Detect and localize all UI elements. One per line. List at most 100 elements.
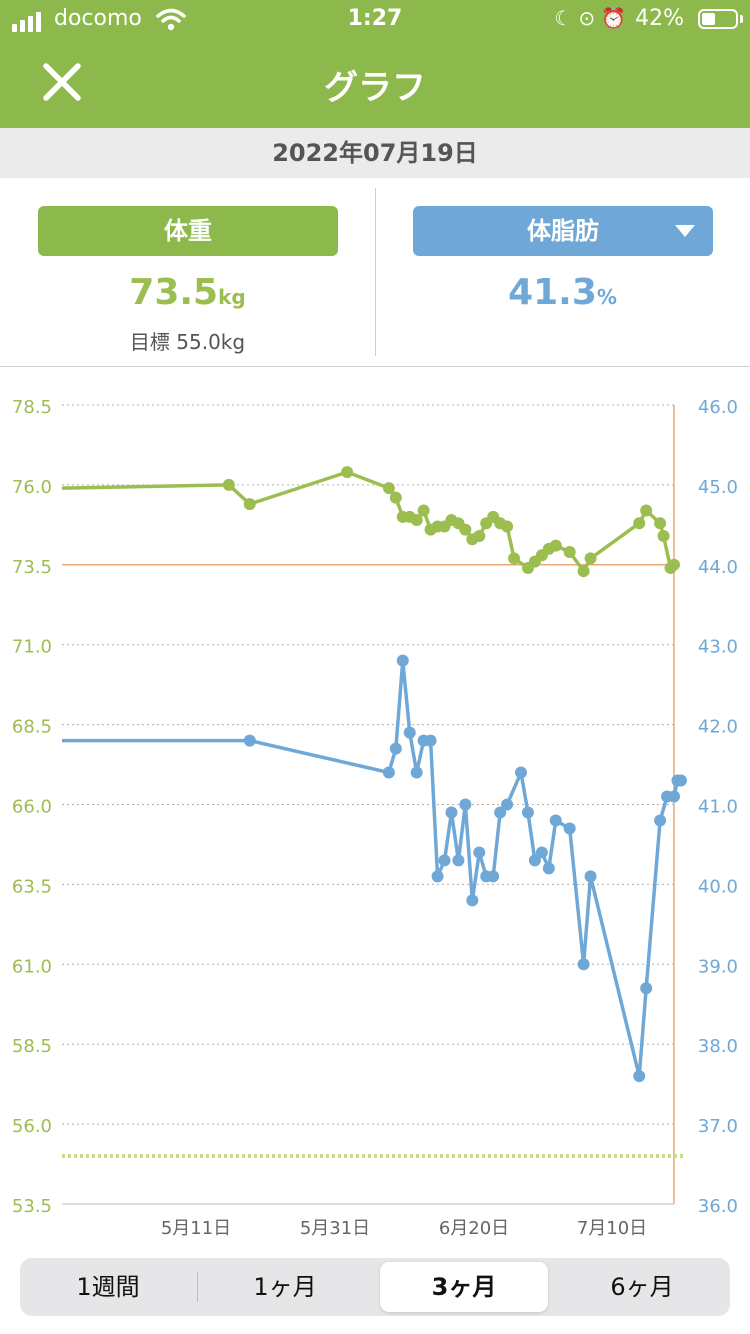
x-tick-label: 5月31日 bbox=[300, 1218, 370, 1239]
y-left-tick-label: 71.0 bbox=[12, 637, 52, 658]
weight-series-line bbox=[61, 470, 676, 573]
bodyfat-data-point bbox=[438, 854, 451, 867]
weight-data-point bbox=[584, 552, 597, 565]
status-icons: ☾⊙⏰ bbox=[554, 6, 632, 30]
y-right-tick-label: 39.0 bbox=[698, 956, 738, 977]
bodyfat-data-point bbox=[473, 846, 486, 859]
caret-down-icon bbox=[675, 225, 695, 237]
range-tab-1month[interactable]: 1ヶ月 bbox=[253, 1273, 317, 1301]
bodyfat-data-point bbox=[542, 862, 555, 875]
wifi-icon bbox=[156, 8, 186, 31]
weight-data-point bbox=[341, 466, 354, 479]
bodyfat-data-point bbox=[501, 798, 514, 811]
page-title: グラフ bbox=[324, 68, 426, 108]
y-left-tick-label: 53.5 bbox=[12, 1196, 52, 1217]
weight-data-point bbox=[243, 498, 256, 511]
weight-data-point bbox=[549, 539, 562, 552]
status-time: 1:27 bbox=[347, 6, 403, 31]
x-tick-label: 6月20日 bbox=[439, 1218, 509, 1239]
y-right-tick-label: 36.0 bbox=[698, 1196, 738, 1217]
close-icon[interactable] bbox=[40, 60, 84, 104]
weight-data-point bbox=[577, 565, 590, 578]
weight-data-point bbox=[459, 523, 472, 536]
bodyfat-data-point bbox=[494, 806, 507, 819]
bodyfat-data-point bbox=[243, 734, 256, 747]
bodyfat-data-point bbox=[389, 742, 402, 755]
bodyfat-data-point bbox=[466, 894, 479, 907]
y-left-tick-label: 58.5 bbox=[12, 1036, 52, 1057]
weight-data-point bbox=[473, 530, 486, 543]
moon-icon: ☾ bbox=[554, 6, 579, 30]
bodyfat-data-point bbox=[452, 854, 465, 867]
y-right-tick-label: 45.0 bbox=[698, 477, 738, 498]
selected-date: 2022年07月19日 bbox=[0, 128, 750, 178]
y-right-tick-label: 38.0 bbox=[698, 1036, 738, 1057]
segment-divider bbox=[197, 1272, 198, 1302]
bodyfat-series-line bbox=[62, 658, 681, 1078]
signal-icon bbox=[12, 12, 41, 32]
y-left-tick-label: 76.0 bbox=[12, 477, 52, 498]
battery-percent: 42% bbox=[635, 6, 684, 31]
bodyfat-data-point bbox=[410, 766, 423, 779]
bodyfat-data-point bbox=[515, 766, 527, 779]
weight-data-point bbox=[222, 478, 235, 491]
y-right-tick-label: 42.0 bbox=[698, 717, 738, 738]
weight-data-point bbox=[389, 491, 402, 504]
weight-bodyfat-chart: 78.5 46.0 76.0 45.0 73.5 44.0 71.0 43.0 68.5 42.0… bbox=[12, 397, 738, 1239]
y-right-tick-label: 41.0 bbox=[698, 797, 738, 818]
y-left-tick-label: 73.5 bbox=[12, 557, 52, 578]
weight-data-point bbox=[382, 482, 395, 495]
bodyfat-data-point bbox=[535, 846, 548, 859]
bodyfat-data-point bbox=[577, 958, 590, 971]
battery-icon bbox=[698, 9, 738, 29]
y-right-tick-label: 43.0 bbox=[698, 637, 738, 658]
bodyfat-label: 体脂肪 bbox=[527, 217, 599, 245]
x-tick-label: 7月10日 bbox=[577, 1218, 647, 1239]
weight-data-point bbox=[654, 517, 667, 530]
weight-tab-button[interactable]: 体重 bbox=[38, 206, 338, 256]
range-tab-3months[interactable]: 3ヶ月 bbox=[380, 1262, 548, 1312]
bodyfat-data-point bbox=[549, 814, 562, 827]
bodyfat-data-point bbox=[633, 1070, 646, 1083]
y-left-tick-label: 56.0 bbox=[12, 1116, 52, 1137]
bodyfat-data-point bbox=[563, 822, 576, 835]
x-tick-label: 5月11日 bbox=[161, 1218, 231, 1239]
bodyfat-data-point bbox=[445, 806, 458, 819]
y-left-tick-label: 68.5 bbox=[12, 717, 52, 738]
bodyfat-data-point bbox=[459, 798, 472, 811]
y-right-tick-label: 46.0 bbox=[698, 397, 738, 418]
bodyfat-data-point bbox=[528, 854, 541, 867]
weight-data-point bbox=[410, 514, 423, 527]
bodyfat-data-point bbox=[640, 982, 653, 995]
weight-value: 73.5kg bbox=[129, 272, 246, 313]
bodyfat-data-point bbox=[382, 766, 395, 779]
bodyfat-data-point bbox=[654, 814, 667, 827]
bodyfat-data-point bbox=[396, 654, 409, 667]
weight-data-point bbox=[640, 504, 653, 517]
weight-panel: 体重 73.5kg 目標 55.0kg bbox=[0, 178, 375, 366]
weight-data-point bbox=[668, 558, 680, 571]
y-right-tick-label: 44.0 bbox=[698, 557, 738, 578]
range-tab-6months[interactable]: 6ヶ月 bbox=[610, 1273, 674, 1301]
range-segmented-control: 1週間 1ヶ月 3ヶ月 6ヶ月 bbox=[20, 1258, 730, 1316]
y-left-tick-label: 66.0 bbox=[12, 797, 52, 818]
bodyfat-value: 41.3% bbox=[508, 272, 617, 313]
bodyfat-dropdown-button[interactable]: 体脂肪 bbox=[413, 206, 713, 256]
alarm-icon: ⏰ bbox=[601, 6, 632, 30]
rotation-lock-icon: ⊙ bbox=[578, 6, 602, 30]
bodyfat-data-point bbox=[424, 734, 437, 747]
range-tab-1week[interactable]: 1週間 bbox=[76, 1273, 140, 1301]
status-bar: docomo 1:27 ☾⊙⏰ 42% bbox=[0, 0, 750, 40]
weight-data-point bbox=[508, 552, 521, 565]
y-right-tick-label: 40.0 bbox=[698, 876, 738, 897]
y-left-tick-label: 63.5 bbox=[12, 876, 52, 897]
panel-bottom-divider bbox=[0, 366, 750, 367]
bodyfat-data-point bbox=[674, 774, 687, 787]
weight-data-point bbox=[633, 517, 646, 530]
weight-goal: 目標 55.0kg bbox=[129, 330, 246, 354]
bodyfat-data-point bbox=[487, 870, 500, 883]
bodyfat-data-point bbox=[403, 726, 416, 739]
bodyfat-data-point bbox=[521, 806, 534, 819]
y-right-tick-label: 37.0 bbox=[698, 1116, 738, 1137]
app-header: docomo 1:27 ☾⊙⏰ 42% グラフ bbox=[0, 0, 750, 128]
